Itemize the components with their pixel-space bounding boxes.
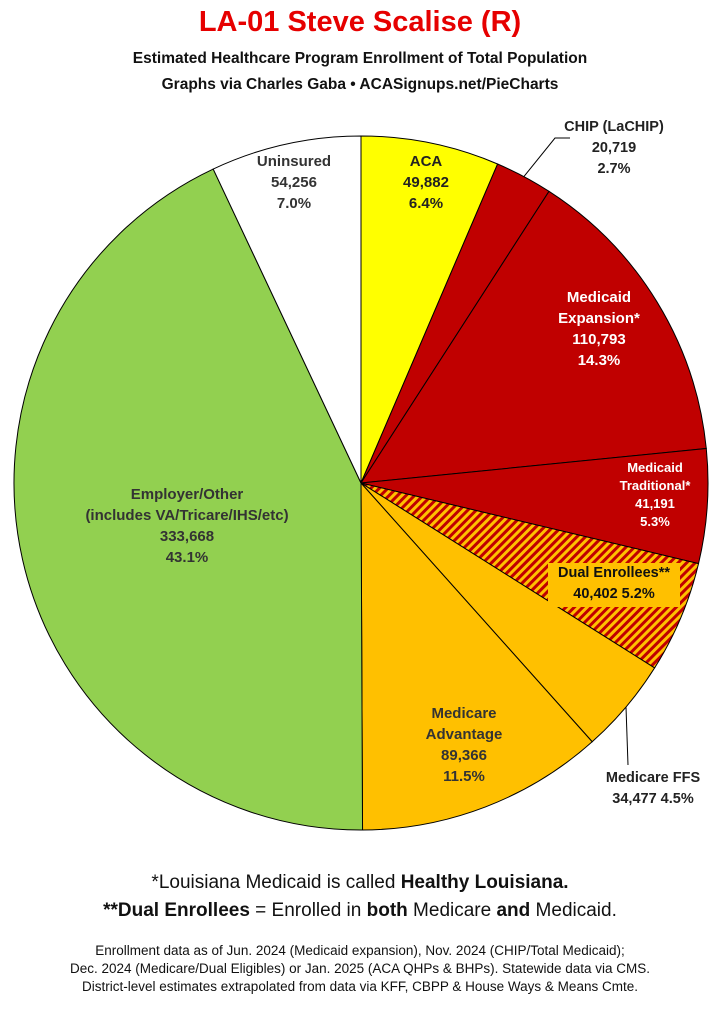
slice-label-medicare-ffs: Medicare FFS 34,477 4.5% xyxy=(606,770,701,807)
footnote-emphasis: both xyxy=(366,900,408,921)
slice-label-line: 14.3% xyxy=(578,352,621,369)
chart-title: LA-01 Steve Scalise (R) xyxy=(198,6,522,38)
slice-label-line: 43.1% xyxy=(166,549,209,566)
slice-label-line: Uninsured xyxy=(257,153,331,170)
pie-slice-aca xyxy=(360,135,499,484)
slice-label-line: 2.7% xyxy=(597,161,630,177)
pie-slice-employer-other-includes-va-tricare-ihs-etc xyxy=(13,168,364,831)
slice-label-line: 110,793 xyxy=(572,331,625,348)
footnote-emphasis: Healthy Louisiana. xyxy=(400,872,569,893)
slice-label-line: Medicaid xyxy=(627,460,683,475)
footnote-emphasis: and xyxy=(496,900,531,921)
slice-label-line: Traditional* xyxy=(620,478,692,493)
slice-label-line: 49,882 xyxy=(403,174,449,191)
slice-label-employer-other-includes-va-tricare-ihs-etc: Employer/Other (includes VA/Tricare/IHS/e… xyxy=(85,486,288,566)
slice-label-line: Medicare xyxy=(431,705,496,722)
slice-label-line: ACA xyxy=(410,153,443,170)
slice-label-line: 6.4% xyxy=(409,195,443,212)
source-note-line: Dec. 2024 (Medicare/Dual Eligibles) or J… xyxy=(70,961,650,976)
slice-label-line: Medicaid xyxy=(567,289,631,306)
source-note-line: Enrollment data as of Jun. 2024 (Medicai… xyxy=(95,943,625,958)
pie-slice-uninsured xyxy=(212,135,362,484)
slice-label-line: CHIP (LaCHIP) xyxy=(564,119,664,135)
footnote-emphasis: **Dual Enrollees xyxy=(103,900,250,921)
slice-label-line: 34,477 4.5% xyxy=(612,791,694,807)
slice-label-line: 41,191 xyxy=(635,496,675,511)
slice-label-line: 7.0% xyxy=(277,195,311,212)
footnote-dual-enrollees: **Dual Enrollees = Enrolled in both Medi… xyxy=(0,900,720,922)
slice-label-medicaid-traditional: Medicaid Traditional* 41,191 5.3% xyxy=(620,460,692,529)
footnote-text: = Enrolled in xyxy=(249,900,367,921)
slice-label-line: 5.3% xyxy=(640,514,670,529)
pie-slice-medicaid-expansion xyxy=(360,190,707,484)
slice-label-line: Employer/Other xyxy=(131,486,244,503)
chart-credit: Graphs via Charles Gaba • ACASignups.net… xyxy=(161,76,559,93)
slice-label-medicare-advantage: Medicare Advantage 89,366 11.5% xyxy=(426,705,503,785)
footnote-text: Medicare xyxy=(407,900,497,921)
leader-line-medicare-ffs xyxy=(625,706,629,766)
slice-label-line: 333,668 xyxy=(160,528,214,545)
slice-label-chip-lachip: CHIP (LaCHIP) 20,719 2.7% xyxy=(564,119,664,177)
slice-label-aca: ACA 49,882 6.4% xyxy=(403,153,449,212)
slice-label-line: 54,256 xyxy=(271,174,317,191)
slice-label-line: 40,402 5.2% xyxy=(573,586,655,602)
slice-label-uninsured: Uninsured 54,256 7.0% xyxy=(257,153,331,212)
slice-label-dual-enrollees: Dual Enrollees** 40,402 5.2% xyxy=(558,565,670,602)
slice-label-medicaid-expansion: Medicaid Expansion* 110,793 14.3% xyxy=(558,289,640,369)
slice-label-line: 89,366 xyxy=(441,747,487,764)
footnote-text: Medicaid. xyxy=(530,900,617,921)
slice-label-line: Advantage xyxy=(426,726,503,743)
pie-chart: ACA 49,882 6.4% CHIP (LaCHIP) 20,719 2.7% Medi… xyxy=(13,119,709,831)
slice-label-line: 11.5% xyxy=(443,768,485,785)
slice-label-line: Medicare FFS xyxy=(606,770,701,786)
footnote-text: *Louisiana Medicaid is called xyxy=(151,872,401,893)
leader-line-chip-lachip xyxy=(523,137,570,177)
pie-slice-medicare-advantage xyxy=(360,481,593,831)
slice-label-line: Expansion* xyxy=(558,310,640,327)
slice-label-line: 20,719 xyxy=(592,140,636,156)
source-note-line: District-level estimates extrapolated fr… xyxy=(82,979,638,994)
dual-enrollees-label-box xyxy=(548,563,680,607)
footnote-medicaid-name: *Louisiana Medicaid is called Healthy Lo… xyxy=(0,872,720,894)
chart-subtitle: Estimated Healthcare Program Enrollment … xyxy=(132,50,588,67)
slice-label-line: (includes VA/Tricare/IHS/etc) xyxy=(85,507,288,524)
slice-label-line: Dual Enrollees** xyxy=(558,565,670,581)
